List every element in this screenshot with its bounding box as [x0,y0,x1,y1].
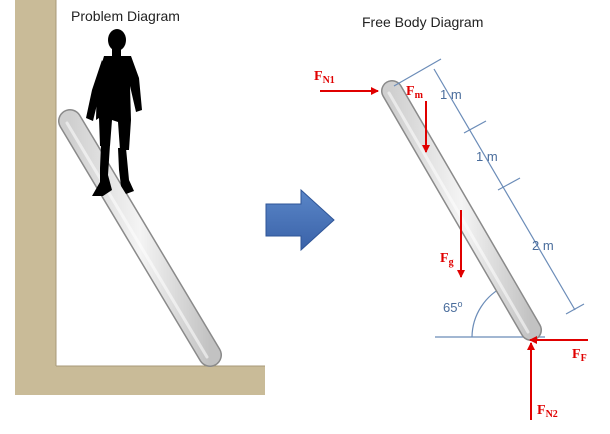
dimension-2m: 2 m [532,238,554,253]
force-ff-label: FF [572,347,587,364]
force-fn2: FN2 [527,342,558,420]
wall-floor [15,0,265,395]
dimension-lines [393,58,585,315]
force-fn1: FN1 [314,69,379,95]
force-fn2-label: FN2 [537,403,558,420]
problem-diagram: Problem Diagram [15,0,265,395]
force-fm: Fm [406,84,430,153]
force-fn1-label: FN1 [314,69,335,86]
force-fm-label: Fm [406,84,424,101]
right-arrow-icon [265,188,335,252]
problem-title: Problem Diagram [71,8,180,24]
free-body-diagram: Free Body Diagram 65o 1 m 1 m 2 m FN1 [314,14,588,420]
dimension-1m-upper: 1 m [440,87,462,102]
fbd-title: Free Body Diagram [362,14,483,30]
ladder [58,109,222,367]
force-fg: Fg [440,210,465,278]
force-fg-label: Fg [440,251,454,268]
angle-label: 65o [443,299,462,315]
person-silhouette-icon [86,29,142,196]
dimension-1m-middle: 1 m [476,149,498,164]
force-ff: FF [529,336,588,364]
